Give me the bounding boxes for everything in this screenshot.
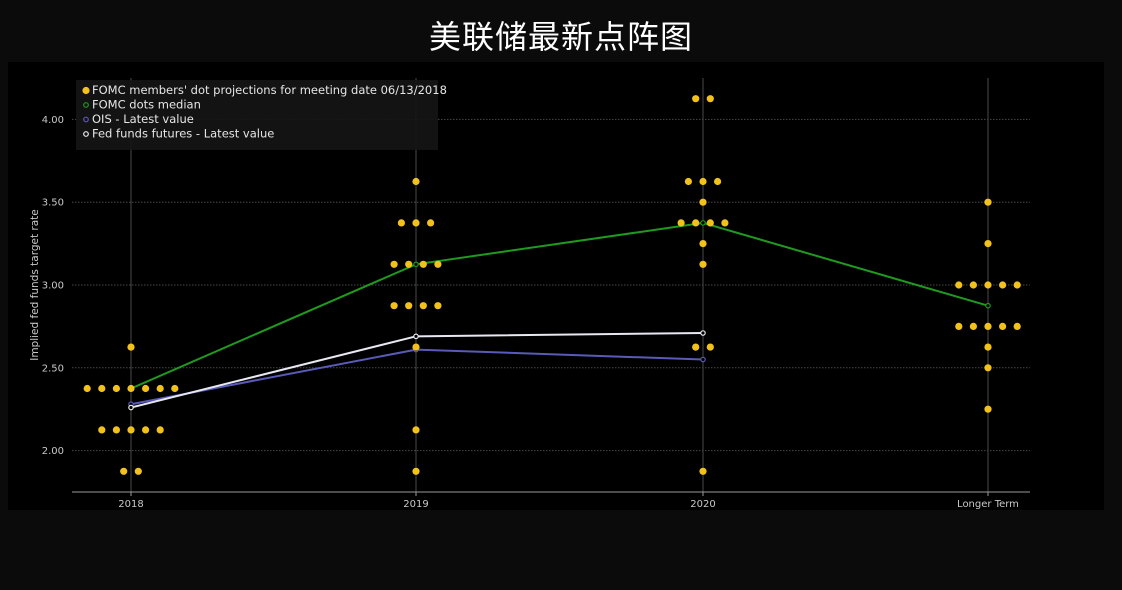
fomc-dot (397, 219, 405, 227)
fomc-dot (692, 95, 700, 103)
fomc-dot (412, 343, 420, 351)
x-tick-label: Longer Term (957, 499, 1019, 510)
y-axis-label: Implied fed funds target rate (29, 209, 41, 361)
fomc-dot (434, 302, 442, 310)
legend-box (76, 80, 438, 150)
fomc-dot (984, 343, 992, 351)
legend-label: FOMC members' dot projections for meetin… (92, 83, 447, 97)
fomc-dot (412, 467, 420, 475)
y-tick-label: 2.50 (42, 363, 64, 374)
fomc-dot (427, 219, 435, 227)
fomc-dot (699, 260, 707, 268)
x-tick-label: 2019 (403, 499, 428, 510)
futures-point (700, 330, 706, 336)
series-lines (128, 220, 991, 411)
median-point (413, 261, 419, 268)
fomc-dot (405, 302, 413, 310)
fomc-dot (984, 281, 992, 289)
dot-plot-chart: 2.00 2.50 3.00 3.50 4.00 2018 2019 2020 Longer T… (29, 78, 1030, 510)
y-tick-label: 3.50 (42, 198, 64, 209)
fomc-dot (699, 177, 707, 186)
fomc-dot (699, 467, 707, 475)
legend-label: FOMC dots median (92, 98, 201, 112)
fomc-dot (721, 219, 729, 227)
fomc-dot (412, 219, 420, 227)
fomc-dot (434, 260, 442, 268)
median-line (130, 221, 989, 390)
fomc-dot (156, 384, 164, 393)
x-tick-label: 2018 (118, 499, 143, 510)
fomc-dot (692, 219, 700, 227)
fomc-dot (83, 384, 91, 393)
ois-line (130, 348, 704, 406)
fomc-dot (171, 384, 179, 393)
fomc-dot (706, 343, 714, 351)
y-tick-label: 2.00 (42, 446, 64, 457)
y-tick-label: 3.00 (42, 281, 64, 292)
fomc-dot (98, 384, 106, 393)
futures-point (128, 404, 134, 411)
fomc-dot (127, 426, 135, 434)
fomc-dot (142, 384, 150, 393)
page-title: 美联储最新点阵图 (428, 18, 693, 56)
fomc-dot (984, 240, 992, 248)
fomc-dot (699, 240, 707, 248)
fomc-dot (390, 260, 398, 268)
dot-projections (83, 95, 1021, 475)
legend-marker-circle (83, 102, 89, 108)
fomc-dot (677, 219, 685, 227)
legend-label: Fed funds futures - Latest value (92, 127, 274, 141)
fomc-dot (706, 219, 714, 227)
futures-point (413, 333, 419, 340)
fomc-dot (999, 281, 1007, 289)
fomc-dot (969, 322, 978, 330)
fomc-dot (127, 343, 135, 351)
legend-label: OIS - Latest value (92, 112, 194, 126)
fomc-dot (692, 343, 700, 351)
fomc-dot (999, 322, 1007, 330)
fomc-dot (969, 281, 978, 289)
fomc-dot (984, 322, 992, 330)
chart-panel: 2.00 2.50 3.00 3.50 4.00 2018 2019 2020 Longer T… (8, 62, 1104, 510)
fomc-dot (714, 177, 722, 186)
fomc-dot (955, 322, 963, 330)
fomc-dot (120, 467, 128, 475)
legend: FOMC members' dot projections for meetin… (76, 80, 447, 150)
fomc-dot (419, 260, 427, 268)
fomc-dot (142, 426, 150, 434)
fomc-dot (156, 426, 164, 434)
median-point (985, 302, 991, 309)
ois-point (700, 356, 706, 363)
fomc-dot (984, 364, 992, 372)
fomc-dot (706, 95, 714, 103)
x-tick-label: 2020 (690, 499, 715, 510)
fomc-dot (112, 384, 120, 393)
fomc-dot (412, 177, 420, 186)
y-tick-label: 4.00 (42, 115, 64, 126)
fomc-dot (955, 281, 963, 289)
fomc-dot (1013, 281, 1021, 289)
fomc-dot (419, 302, 427, 310)
fomc-dot (112, 426, 120, 434)
legend-marker-dot (82, 86, 90, 95)
fomc-dot (405, 260, 413, 268)
fomc-dot (98, 426, 106, 434)
fomc-dot (684, 177, 693, 186)
fomc-dot (390, 302, 398, 310)
fomc-dot (1013, 322, 1021, 330)
fomc-dot (134, 467, 142, 475)
legend-marker-circle (83, 116, 89, 123)
axes: 2.00 2.50 3.00 3.50 4.00 2018 2019 2020 Longer T… (29, 115, 1030, 510)
fomc-dot (699, 198, 707, 206)
fomc-dot (412, 426, 420, 434)
fomc-dot (984, 198, 992, 206)
median-point (700, 220, 706, 226)
legend-marker-circle (83, 131, 89, 137)
fomc-dot (984, 405, 992, 413)
fomc-dot (127, 384, 135, 393)
